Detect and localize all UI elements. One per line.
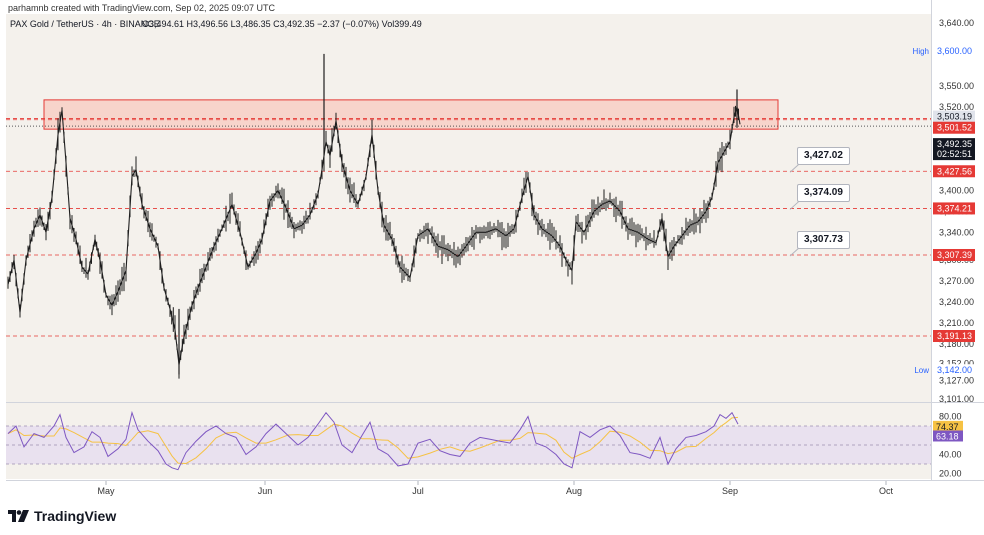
price-pane-bg bbox=[6, 14, 931, 402]
level-label-box[interactable]: 3,427.02 bbox=[797, 147, 850, 166]
extreme-tag-text: Low bbox=[914, 366, 929, 375]
level-axis-label-bg bbox=[933, 202, 975, 215]
rsi-group bbox=[6, 410, 931, 471]
price-tick-label: 3,180.00 bbox=[939, 339, 974, 349]
level-axis-label: 3,307.39 bbox=[937, 250, 972, 260]
extreme-tag-bg bbox=[933, 364, 975, 377]
time-tick-label: Sep bbox=[722, 486, 738, 496]
level-axis-label: 3,191.13 bbox=[937, 331, 972, 341]
current-price-bg bbox=[933, 138, 975, 161]
price-tick-label: 3,240.00 bbox=[939, 297, 974, 307]
rsi-line bbox=[7, 410, 739, 471]
extreme-tag-label: 3,142.00 bbox=[937, 365, 972, 375]
level-label-box[interactable]: 3,374.09 bbox=[797, 184, 850, 203]
price-tick-label: 3,340.00 bbox=[939, 227, 974, 237]
rsi-ma-label: 63.18 bbox=[936, 431, 959, 441]
marker-label: 3,501.52 bbox=[937, 123, 972, 133]
resistance-zone bbox=[43, 99, 779, 130]
marker-label-bg bbox=[933, 121, 975, 134]
marker-label-bg bbox=[933, 110, 975, 123]
price-tick-label: 3,520.00 bbox=[939, 102, 974, 112]
level-axis-label-bg bbox=[933, 248, 975, 261]
level-axis-label: 3,374.21 bbox=[937, 203, 972, 213]
price-tick-label: 3,270.00 bbox=[939, 276, 974, 286]
tradingview-logo-icon bbox=[8, 510, 29, 522]
rsi-ma-bg bbox=[933, 430, 963, 442]
rsi-value-bg bbox=[933, 420, 963, 432]
rsi-tick-label: 20.00 bbox=[939, 469, 962, 479]
resistance-zone-group bbox=[6, 99, 931, 130]
rsi-value-label: 74.37 bbox=[936, 422, 959, 432]
price-tick-label: 3,127.00 bbox=[939, 376, 974, 386]
price-tick-label: 3,550.00 bbox=[939, 81, 974, 91]
current-price-label: 3,492.35 bbox=[937, 139, 972, 149]
level-axis-label-bg bbox=[933, 330, 975, 342]
candles bbox=[7, 53, 739, 379]
price-axis: 3,640.00 3,600.00 3,550.00 3,520.00 3,400.00… bbox=[913, 18, 975, 479]
time-tick-label: Oct bbox=[879, 486, 894, 496]
price-tick-label: 3,640.00 bbox=[939, 18, 974, 28]
price-tick-label: 3,152.00 bbox=[939, 358, 974, 368]
tradingview-brand[interactable]: TradingView bbox=[8, 508, 116, 524]
time-tick-label: Jun bbox=[258, 486, 273, 496]
time-tick-label: May bbox=[97, 486, 115, 496]
price-tick-label: 3,210.00 bbox=[939, 318, 974, 328]
level-axis-label: 3,427.56 bbox=[937, 166, 972, 176]
price-tick-label: 3,400.00 bbox=[939, 185, 974, 195]
extreme-tag-label: 3,600.00 bbox=[937, 46, 972, 56]
extreme-tag-text: High bbox=[913, 47, 929, 56]
marker-label: 3,503.19 bbox=[937, 112, 972, 122]
rsi-tick-label: 80.00 bbox=[939, 412, 962, 422]
price-tick-label: 3,101.00 bbox=[939, 394, 974, 404]
level-axis-label-bg bbox=[933, 165, 975, 178]
time-axis: May Jun Jul Aug Sep Oct bbox=[97, 481, 893, 496]
countdown-label: 02:52:51 bbox=[937, 149, 972, 159]
ohlc-values: O3,494.61 H3,496.56 L3,486.35 C3,492.35 … bbox=[142, 19, 422, 29]
rsi-tick-label: 40.00 bbox=[939, 450, 962, 460]
brand-text: TradingView bbox=[34, 508, 117, 524]
level-label-box[interactable]: 3,307.73 bbox=[797, 230, 850, 249]
extreme-tag-bg bbox=[933, 45, 975, 58]
time-tick-label: Aug bbox=[566, 486, 582, 496]
time-tick-label: Jul bbox=[412, 486, 424, 496]
credit-text: parhamnb created with TradingView.com, S… bbox=[8, 3, 275, 13]
symbol-title: PAX Gold / TetherUS · 4h · BINANCE bbox=[10, 19, 160, 29]
